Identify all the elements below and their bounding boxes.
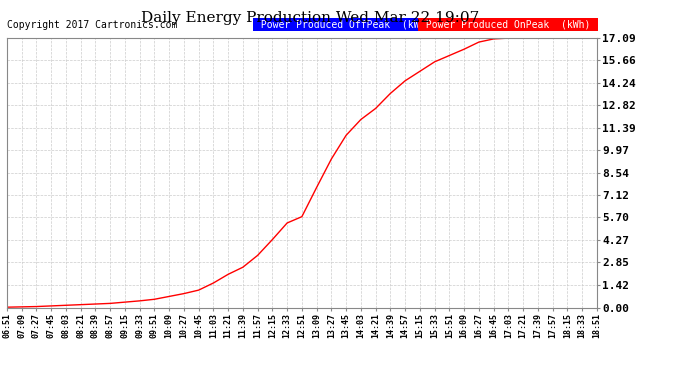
Text: Power Produced OffPeak  (kWh): Power Produced OffPeak (kWh) [255, 20, 437, 30]
Text: Power Produced OnPeak  (kWh): Power Produced OnPeak (kWh) [420, 20, 596, 30]
Text: Daily Energy Production Wed Mar 22 19:07: Daily Energy Production Wed Mar 22 19:07 [141, 11, 480, 25]
Text: Copyright 2017 Cartronics.com: Copyright 2017 Cartronics.com [7, 20, 177, 30]
